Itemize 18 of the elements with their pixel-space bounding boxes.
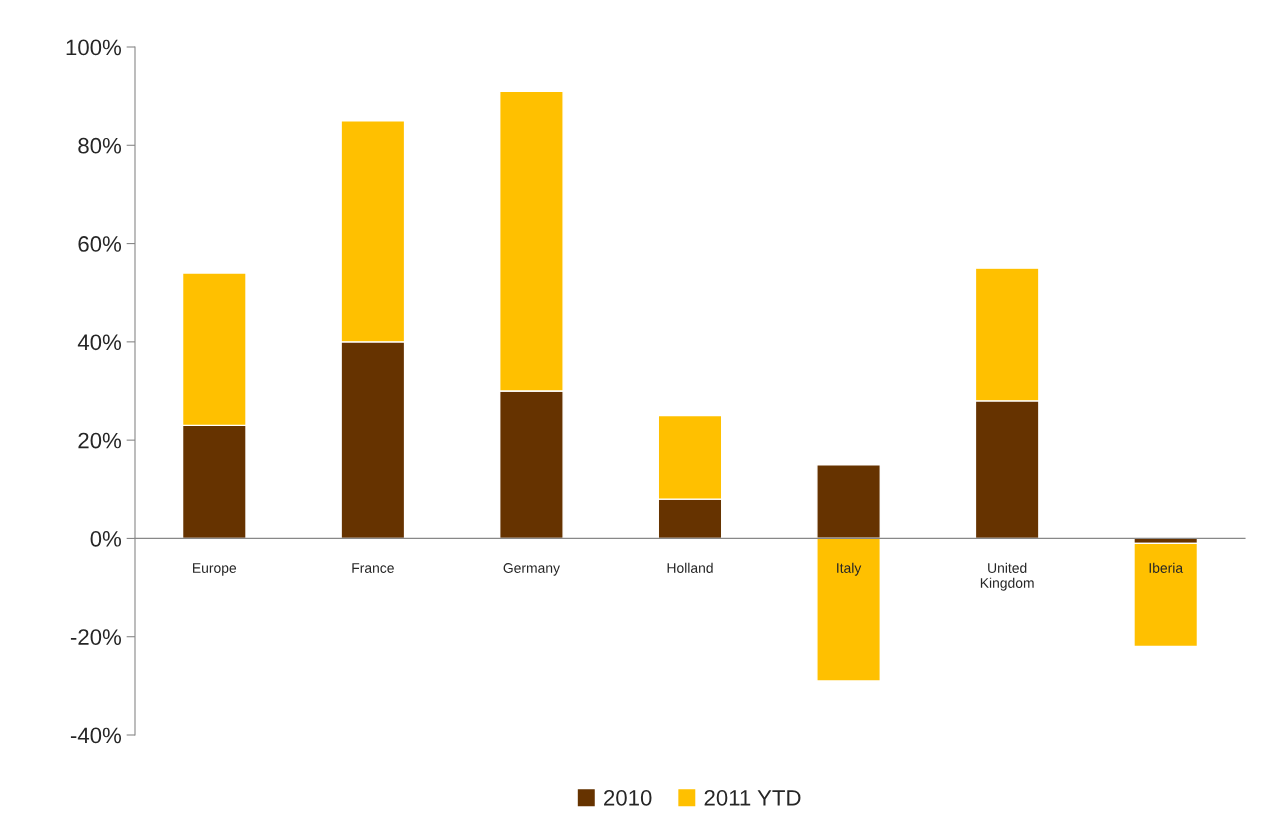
x-tick-label: Europe bbox=[193, 563, 237, 576]
y-tick-label: 0% bbox=[90, 530, 122, 547]
legend-label: 2011 YTD bbox=[704, 789, 801, 806]
x-tick-label: Germany bbox=[503, 563, 560, 576]
x-tick-label: Iberia bbox=[1149, 562, 1184, 573]
y-tick-label: 100% bbox=[66, 39, 122, 56]
x-tick-label: Italy bbox=[837, 562, 862, 576]
y-tick-label: -20% bbox=[70, 629, 122, 645]
y-tick-label: -40% bbox=[70, 727, 122, 744]
bar bbox=[1133, 542, 1199, 648]
x-tick-label: Holland bbox=[667, 562, 713, 573]
x-tick-label: United Kingdom bbox=[980, 562, 1034, 591]
y-tick-label: 80% bbox=[78, 137, 122, 154]
y-tick-label: 20% bbox=[78, 432, 122, 449]
y-tick-label: 40% bbox=[77, 334, 122, 351]
legend-label: 2010 bbox=[604, 789, 652, 806]
y-tick-label: 60% bbox=[78, 236, 122, 252]
x-tick-label: France bbox=[352, 563, 394, 573]
